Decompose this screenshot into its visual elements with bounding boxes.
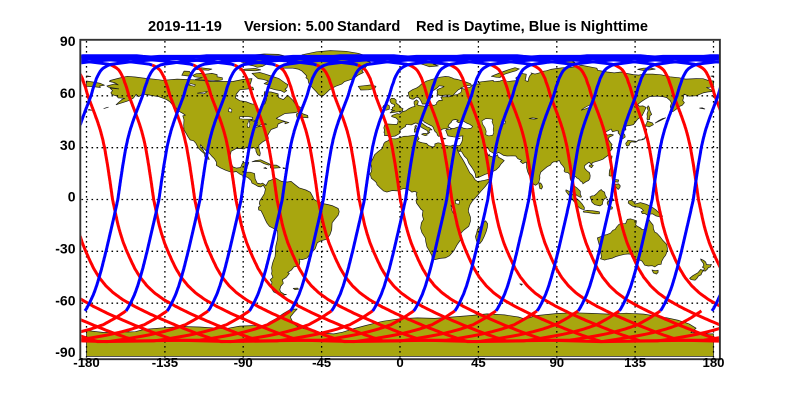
svg-text:-90: -90	[234, 355, 253, 370]
svg-text:-90: -90	[55, 344, 75, 360]
svg-text:180: 180	[702, 355, 724, 370]
svg-text:-135: -135	[152, 355, 178, 370]
svg-text:0: 0	[68, 189, 76, 205]
svg-text:30: 30	[60, 137, 76, 153]
svg-text:60: 60	[60, 85, 76, 101]
svg-text:0: 0	[396, 355, 403, 370]
svg-text:135: 135	[624, 355, 646, 370]
svg-text:Red is Daytime, Blue is Nightt: Red is Daytime, Blue is Nighttime	[416, 19, 648, 35]
svg-text:-45: -45	[312, 355, 331, 370]
svg-text:2019-11-19: 2019-11-19	[148, 19, 222, 35]
svg-text:90: 90	[549, 355, 564, 370]
svg-text:-30: -30	[55, 241, 75, 257]
svg-text:-180: -180	[73, 355, 99, 370]
svg-text:45: 45	[471, 355, 486, 370]
svg-text:Standard: Standard	[337, 19, 400, 35]
svg-text:90: 90	[60, 33, 76, 49]
svg-text:-60: -60	[55, 292, 75, 308]
svg-text:Version: 5.00: Version: 5.00	[244, 19, 334, 35]
